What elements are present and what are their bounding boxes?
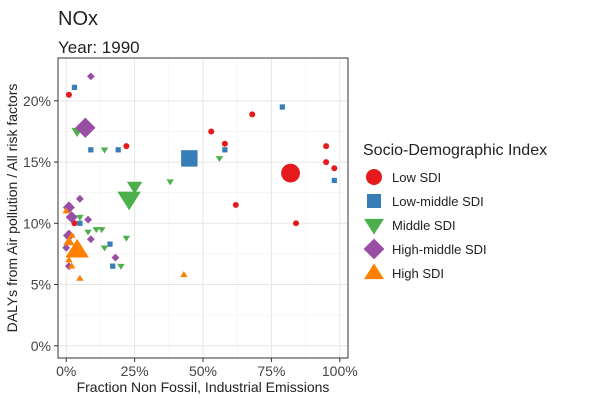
- legend-title: Socio-Demographic Index: [363, 142, 547, 159]
- low-sdi-point: [123, 143, 130, 150]
- middle-sdi-point: [117, 191, 141, 211]
- x-tick-label: 75%: [257, 363, 285, 379]
- high-middle-sdi-point: [111, 253, 120, 262]
- x-axis-title: Fraction Non Fossil, Industrial Emission…: [77, 379, 330, 395]
- grid: [58, 58, 348, 358]
- middle-sdi-point: [126, 181, 143, 195]
- middle-sdi-point: [117, 263, 125, 270]
- high-middle-sdi-point: [84, 215, 92, 224]
- chart-subtitle: Year: 1990: [58, 38, 140, 57]
- low-middle-sdi-point: [107, 241, 113, 247]
- y-tick-label: 10%: [23, 215, 51, 231]
- legend-label-low-middle-sdi: Low-middle SDI: [392, 194, 484, 209]
- low-sdi-point: [249, 111, 256, 118]
- y-axis-title: DALYs from Air pollution / All risk fact…: [4, 84, 20, 333]
- high-sdi-point: [67, 262, 76, 269]
- high-middle-sdi-point: [65, 262, 73, 271]
- low-middle-sdi-point: [181, 150, 198, 167]
- high-middle-sdi-point: [75, 117, 96, 138]
- low-sdi-point: [232, 201, 239, 208]
- low-middle-sdi-point: [71, 84, 78, 91]
- legend-label-low-sdi: Low SDI: [392, 170, 441, 185]
- high-middle-sdi-point: [86, 235, 95, 244]
- middle-sdi-point: [76, 214, 84, 221]
- legend-key-high-sdi: [364, 263, 384, 280]
- legend-key-low-sdi: [366, 169, 382, 185]
- middle-sdi-point: [122, 235, 131, 242]
- middle-sdi-point: [100, 147, 109, 154]
- high-sdi-point: [65, 256, 73, 263]
- middle-sdi-point: [215, 156, 224, 163]
- high-middle-sdi-point: [86, 72, 95, 81]
- low-sdi-point: [323, 159, 330, 166]
- y-tick-label: 5%: [31, 277, 51, 293]
- low-sdi-point: [323, 143, 330, 150]
- low-middle-sdi-point: [88, 147, 94, 153]
- low-sdi-point: [293, 220, 300, 227]
- low-middle-sdi-point: [331, 177, 337, 184]
- high-sdi-point: [76, 274, 84, 281]
- low-middle-sdi-point: [77, 220, 83, 226]
- low-middle-sdi-point: [279, 104, 285, 110]
- middle-sdi-point: [92, 227, 101, 234]
- x-tick-label: 100%: [322, 363, 358, 379]
- axis-ticks: 0% 25% 50% 75% 100% 0% 5% 10% 15% 20%: [23, 93, 358, 379]
- y-tick-label: 20%: [23, 93, 51, 109]
- high-middle-sdi-point: [65, 211, 78, 224]
- chart-title: NOx: [58, 8, 98, 30]
- low-middle-sdi-point: [115, 147, 121, 153]
- high-middle-sdi-point: [75, 194, 84, 203]
- middle-sdi-point: [166, 179, 174, 186]
- legend-key-middle-sdi: [364, 218, 384, 235]
- low-sdi-point: [221, 140, 228, 147]
- low-sdi-point: [208, 128, 215, 135]
- y-tick-label: 0%: [31, 338, 51, 354]
- middle-sdi-point: [84, 229, 92, 236]
- middle-sdi-point: [98, 227, 106, 234]
- legend-key-high-middle-sdi: [363, 238, 385, 260]
- x-tick-label: 25%: [121, 363, 149, 379]
- high-sdi-point: [65, 238, 89, 258]
- data-points: [62, 72, 338, 281]
- high-sdi-point: [67, 231, 76, 238]
- middle-sdi-point: [100, 245, 109, 252]
- legend-key-low-middle-sdi: [367, 194, 381, 208]
- legend: Socio-Demographic Index Low SDI Low-middl…: [363, 142, 547, 281]
- low-middle-sdi-point: [110, 263, 116, 269]
- x-tick-label: 50%: [189, 363, 217, 379]
- high-sdi-point: [63, 236, 75, 246]
- low-middle-sdi-point: [222, 147, 228, 153]
- legend-label-middle-sdi: Middle SDI: [392, 218, 456, 233]
- low-sdi-point: [331, 165, 338, 172]
- high-sdi-point: [180, 271, 188, 278]
- x-tick-label: 0%: [56, 363, 76, 379]
- legend-label-high-middle-sdi: High-middle SDI: [392, 242, 487, 257]
- low-sdi-point: [281, 163, 300, 183]
- high-sdi-point: [62, 207, 70, 214]
- high-middle-sdi-point: [62, 243, 71, 252]
- low-sdi-point: [65, 91, 72, 98]
- legend-label-high-sdi: High SDI: [392, 266, 444, 281]
- y-tick-label: 15%: [23, 154, 51, 170]
